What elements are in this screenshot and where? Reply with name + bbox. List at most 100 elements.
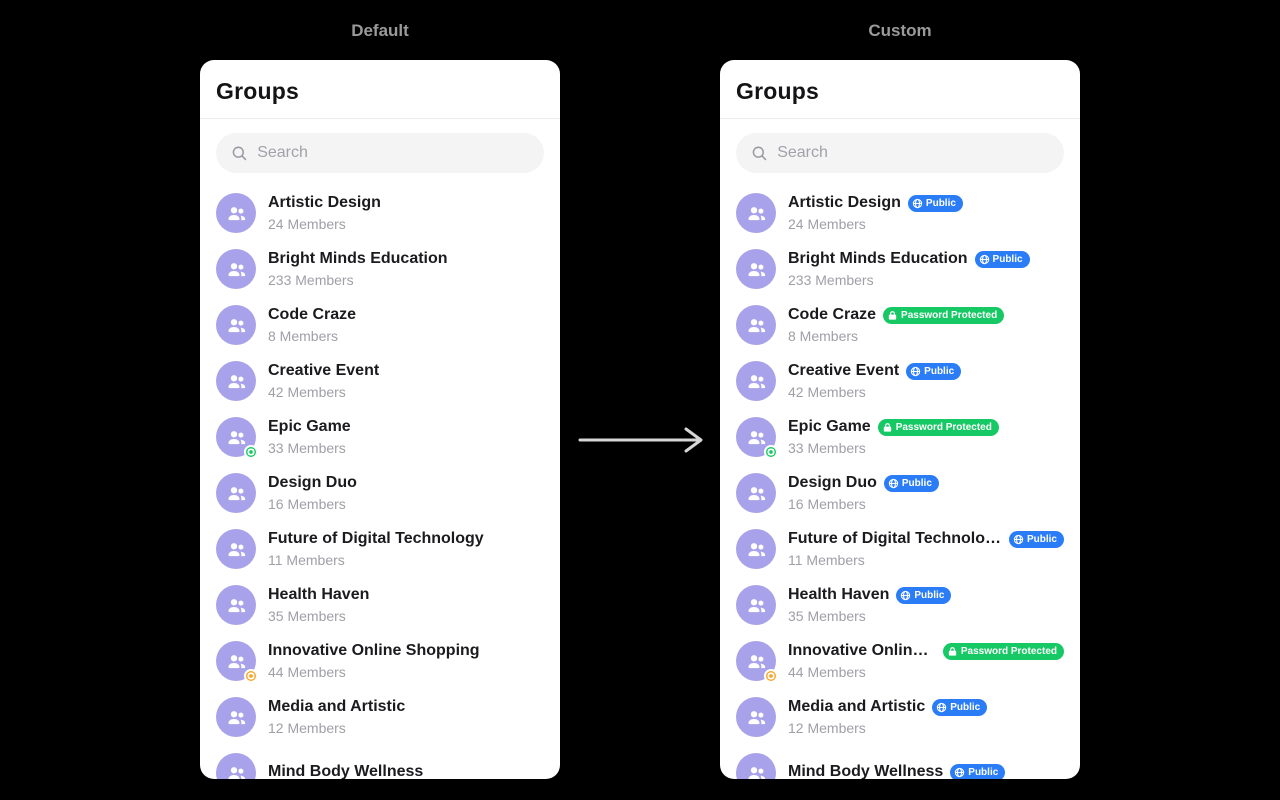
group-name: Design Duo — [268, 474, 357, 491]
panel-title: Groups — [216, 78, 299, 104]
group-list-item[interactable]: Future of Digital Technology Public 11 M… — [720, 521, 1080, 577]
group-avatar — [216, 753, 256, 779]
group-list-item[interactable]: Mind Body Wellness — [200, 745, 560, 779]
lock-icon — [948, 646, 957, 656]
group-list-item[interactable]: Media and Artistic Public 12 Members — [720, 689, 1080, 745]
group-name: Creative Event — [788, 362, 900, 379]
group-meta: Bright Minds Education Public 233 Member… — [788, 249, 1064, 289]
group-list-item[interactable]: Artistic Design Public 24 Members — [720, 185, 1080, 241]
group-member-count: 16 Members — [788, 496, 866, 512]
group-meta: Health Haven Public 35 Members — [788, 585, 1064, 625]
group-list-item[interactable]: Bright Minds Education Public 233 Member… — [720, 241, 1080, 297]
privacy-badge: Public — [883, 474, 939, 492]
group-list-item[interactable]: Mind Body Wellness Public — [720, 745, 1080, 779]
people-icon — [227, 318, 245, 332]
group-member-count: 11 Members — [268, 552, 345, 568]
group-name: Future of Digital Technology — [788, 530, 1002, 547]
privacy-badge: Public — [1008, 530, 1064, 548]
group-member-count: 33 Members — [788, 440, 866, 456]
group-name: Artistic Design — [788, 194, 901, 211]
search-bar — [720, 119, 1080, 185]
group-list-item[interactable]: Epic Game Password Protected 33 Members — [720, 409, 1080, 465]
group-meta: Creative Event Public 42 Members — [788, 361, 1064, 401]
globe-icon — [955, 767, 965, 777]
people-icon — [227, 766, 245, 779]
group-list-item[interactable]: Creative Event 42 Members — [200, 353, 560, 409]
variant-label-default: Default — [351, 21, 409, 40]
privacy-badge: Public — [907, 194, 963, 212]
group-list-item[interactable]: Design Duo Public 16 Members — [720, 465, 1080, 521]
group-avatar — [736, 697, 776, 737]
group-list-item[interactable]: Code Craze Password Protected 8 Members — [720, 297, 1080, 353]
groups-panel-default: Groups Artistic Design 24 M — [200, 60, 560, 779]
group-member-count: 8 Members — [788, 328, 859, 344]
group-meta: Media and Artistic 12 Members — [268, 697, 544, 737]
people-icon — [227, 598, 245, 612]
group-list-item[interactable]: Bright Minds Education 233 Members — [200, 241, 560, 297]
people-icon — [747, 206, 765, 220]
group-meta: Innovative Online Shopping Password Prot… — [788, 641, 1064, 681]
privacy-badge: Public — [950, 763, 1006, 779]
group-avatar — [216, 193, 256, 233]
group-meta: Artistic Design 24 Members — [268, 193, 544, 233]
privacy-badge: Password Protected — [877, 418, 999, 436]
privacy-badge-label: Password Protected — [960, 645, 1057, 657]
group-avatar — [736, 753, 776, 779]
group-name: Code Craze — [268, 306, 357, 323]
group-list: Artistic Design 24 Members Bright Minds … — [200, 185, 560, 779]
group-member-count: 44 Members — [788, 664, 866, 680]
group-member-count: 35 Members — [788, 608, 866, 624]
status-dot-icon — [244, 669, 258, 683]
group-list-item[interactable]: Media and Artistic 12 Members — [200, 689, 560, 745]
group-avatar — [216, 585, 256, 625]
search-input[interactable] — [777, 144, 1050, 162]
group-list-item[interactable]: Code Craze 8 Members — [200, 297, 560, 353]
group-meta: Future of Digital Technology 11 Members — [268, 529, 544, 569]
group-list-item[interactable]: Health Haven 35 Members — [200, 577, 560, 633]
group-avatar — [216, 249, 256, 289]
privacy-badge: Password Protected — [942, 642, 1064, 660]
group-name: Epic Game — [788, 418, 871, 435]
search-icon — [752, 146, 767, 161]
people-icon — [747, 654, 765, 668]
group-meta: Creative Event 42 Members — [268, 361, 544, 401]
group-meta: Future of Digital Technology Public 11 M… — [788, 529, 1064, 569]
group-list-item[interactable]: Design Duo 16 Members — [200, 465, 560, 521]
search-input[interactable] — [257, 144, 530, 162]
group-name: Health Haven — [268, 586, 370, 603]
group-list-item[interactable]: Creative Event Public 42 Members — [720, 353, 1080, 409]
group-meta: Mind Body Wellness Public — [788, 762, 1064, 779]
globe-icon — [979, 254, 989, 264]
group-list-item[interactable]: Future of Digital Technology 11 Members — [200, 521, 560, 577]
group-member-count: 12 Members — [268, 720, 346, 736]
group-avatar — [736, 473, 776, 513]
group-list-item[interactable]: Epic Game 33 Members — [200, 409, 560, 465]
group-list-item[interactable]: Artistic Design 24 Members — [200, 185, 560, 241]
privacy-badge-label: Password Protected — [901, 309, 998, 321]
group-list-item[interactable]: Innovative Online Shopping Password Prot… — [720, 633, 1080, 689]
group-member-count: 42 Members — [788, 384, 866, 400]
group-avatar — [216, 473, 256, 513]
group-avatar — [736, 249, 776, 289]
group-name: Media and Artistic — [788, 698, 926, 715]
group-name: Mind Body Wellness — [268, 763, 424, 779]
people-icon — [227, 710, 245, 724]
group-avatar — [216, 529, 256, 569]
group-name: Bright Minds Education — [268, 250, 448, 267]
group-list-item[interactable]: Innovative Online Shopping 44 Members — [200, 633, 560, 689]
group-name: Health Haven — [788, 586, 890, 603]
groups-panel-custom: Groups Artistic Design — [720, 60, 1080, 779]
people-icon — [747, 542, 765, 556]
privacy-badge-label: Public — [992, 253, 1023, 265]
group-member-count: 12 Members — [788, 720, 866, 736]
search-icon — [232, 146, 247, 161]
group-member-count: 24 Members — [268, 216, 346, 232]
group-name: Media and Artistic — [268, 698, 406, 715]
people-icon — [747, 262, 765, 276]
privacy-badge: Public — [932, 698, 988, 716]
group-list: Artistic Design Public 24 Members — [720, 185, 1080, 779]
group-list-item[interactable]: Health Haven Public 35 Members — [720, 577, 1080, 633]
group-meta: Mind Body Wellness — [268, 762, 544, 779]
people-icon — [227, 486, 245, 500]
